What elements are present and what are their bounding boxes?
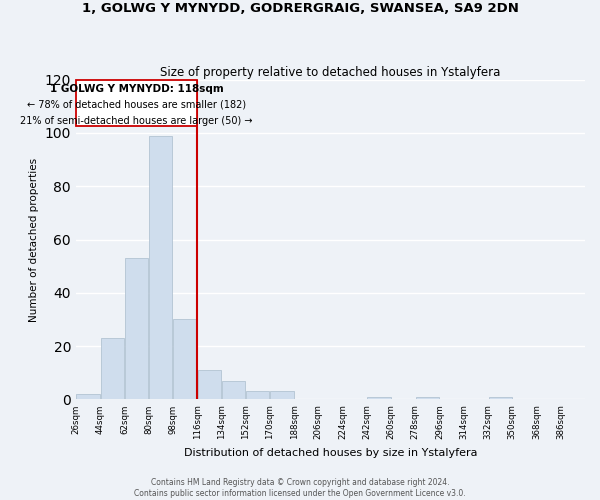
Bar — [76, 80, 197, 126]
Bar — [367, 397, 391, 400]
Bar — [76, 394, 100, 400]
Bar — [173, 320, 197, 400]
Text: Contains HM Land Registry data © Crown copyright and database right 2024.
Contai: Contains HM Land Registry data © Crown c… — [134, 478, 466, 498]
Y-axis label: Number of detached properties: Number of detached properties — [29, 158, 39, 322]
Bar — [416, 397, 439, 400]
Bar — [149, 136, 172, 400]
Bar — [222, 381, 245, 400]
Bar — [246, 392, 269, 400]
Title: Size of property relative to detached houses in Ystalyfera: Size of property relative to detached ho… — [160, 66, 500, 78]
X-axis label: Distribution of detached houses by size in Ystalyfera: Distribution of detached houses by size … — [184, 448, 477, 458]
Bar — [101, 338, 124, 400]
Bar — [271, 392, 293, 400]
Bar — [125, 258, 148, 400]
Text: ← 78% of detached houses are smaller (182): ← 78% of detached houses are smaller (18… — [27, 100, 246, 110]
Text: 1 GOLWG Y MYNYDD: 118sqm: 1 GOLWG Y MYNYDD: 118sqm — [50, 84, 223, 94]
Bar — [197, 370, 221, 400]
Text: 1, GOLWG Y MYNYDD, GODRERGRAIG, SWANSEA, SA9 2DN: 1, GOLWG Y MYNYDD, GODRERGRAIG, SWANSEA,… — [82, 2, 518, 16]
Bar — [488, 397, 512, 400]
Text: 21% of semi-detached houses are larger (50) →: 21% of semi-detached houses are larger (… — [20, 116, 253, 126]
